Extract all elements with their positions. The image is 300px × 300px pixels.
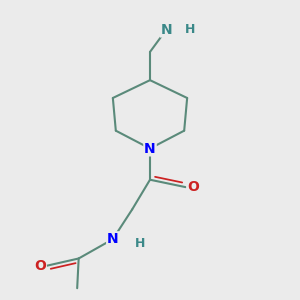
Text: N: N bbox=[160, 22, 172, 37]
Text: N: N bbox=[107, 232, 119, 246]
Text: N: N bbox=[144, 142, 156, 155]
Text: H: H bbox=[185, 23, 195, 36]
Text: O: O bbox=[187, 180, 199, 194]
Text: O: O bbox=[34, 259, 46, 273]
Text: H: H bbox=[134, 237, 145, 250]
